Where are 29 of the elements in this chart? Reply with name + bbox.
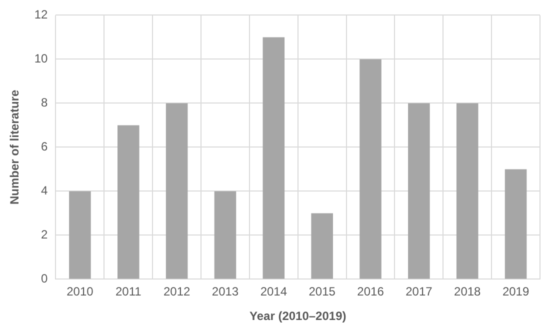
bar — [456, 103, 478, 279]
x-tick-label: 2015 — [308, 284, 336, 299]
x-tick-label: 2019 — [502, 284, 530, 299]
x-tick-label: 2010 — [66, 284, 94, 299]
x-tick-label: 2013 — [212, 284, 239, 299]
y-tick-label: 6 — [41, 140, 48, 154]
y-tick-label: 4 — [41, 184, 48, 198]
bar — [69, 191, 91, 279]
y-tick-label: 10 — [34, 52, 48, 66]
x-tick-label: 2017 — [406, 284, 433, 299]
bar — [262, 37, 285, 279]
x-axis-title: Year (2010–2019) — [250, 309, 346, 324]
x-tick-label: 2018 — [454, 284, 482, 299]
bar — [311, 213, 333, 279]
x-tick-label: 2016 — [357, 284, 384, 299]
y-tick-label: 0 — [41, 272, 48, 286]
bar — [504, 169, 527, 279]
x-tick-label: 2011 — [115, 284, 142, 299]
y-tick-label: 8 — [41, 96, 48, 110]
bar — [214, 191, 236, 279]
x-tick-label: 2014 — [260, 284, 288, 299]
bar — [166, 103, 188, 279]
bar — [360, 59, 382, 279]
y-tick-label: 12 — [34, 8, 48, 22]
y-tick-label: 2 — [41, 228, 48, 242]
bar — [117, 125, 140, 279]
bar — [408, 103, 430, 279]
y-axis-title: Number of literature — [8, 90, 22, 205]
x-tick-label: 2012 — [163, 284, 190, 299]
